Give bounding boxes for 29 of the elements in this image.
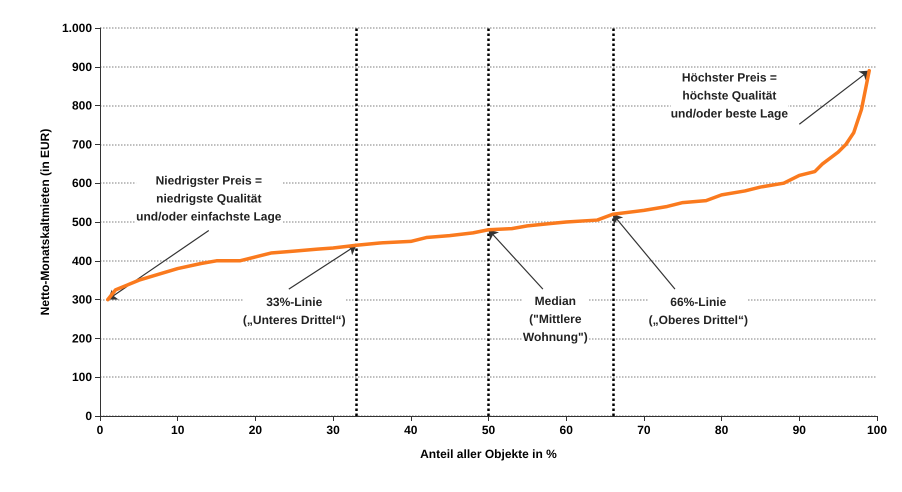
y-tick-label: 800 (72, 98, 92, 113)
x-tick-label: 50 (482, 423, 496, 437)
y-tick-label: 300 (72, 292, 92, 307)
annotation: Höchster Preis = höchste Qualität und/oder beste Lage (670, 70, 788, 121)
ref-line-label: 66%-Linie („Oberes Drittel“) (648, 295, 748, 328)
y-tick-label: 100 (72, 370, 92, 384)
y-tick-label: 0 (85, 409, 92, 423)
x-tick-label: 80 (714, 423, 729, 437)
x-tick-label: 100 (866, 423, 888, 437)
x-tick-label: 0 (96, 423, 104, 437)
y-tick-label: 200 (72, 331, 92, 346)
y-tick-label: 600 (72, 176, 92, 190)
x-tick-label: 90 (792, 423, 806, 437)
x-tick-label: 70 (637, 423, 651, 437)
x-axis-title: Anteil aller Objekte in % (420, 447, 558, 461)
ref-line-label: 33%-Linie („Unteres Drittel“) (242, 295, 346, 328)
y-tick-label: 1.000 (62, 21, 92, 35)
x-tick-label: 30 (326, 423, 340, 437)
y-tick-label: 500 (72, 215, 92, 229)
x-tick-label: 20 (248, 423, 262, 437)
y-tick-label: 900 (72, 60, 92, 74)
y-axis-title: Netto-Monatskaltmieten (in EUR) (38, 128, 52, 316)
x-tick-label: 40 (404, 423, 418, 437)
x-tick-label: 60 (560, 423, 574, 437)
annotation: Niedrigster Preis = niedrigste Qualität und/oder einfachste Lage (136, 174, 282, 224)
ref-line-label: Median ("Mittlere Wohnung") (522, 294, 588, 344)
y-tick-label: 400 (72, 254, 92, 268)
y-tick-label: 700 (72, 137, 92, 152)
x-tick-label: 10 (171, 423, 185, 437)
